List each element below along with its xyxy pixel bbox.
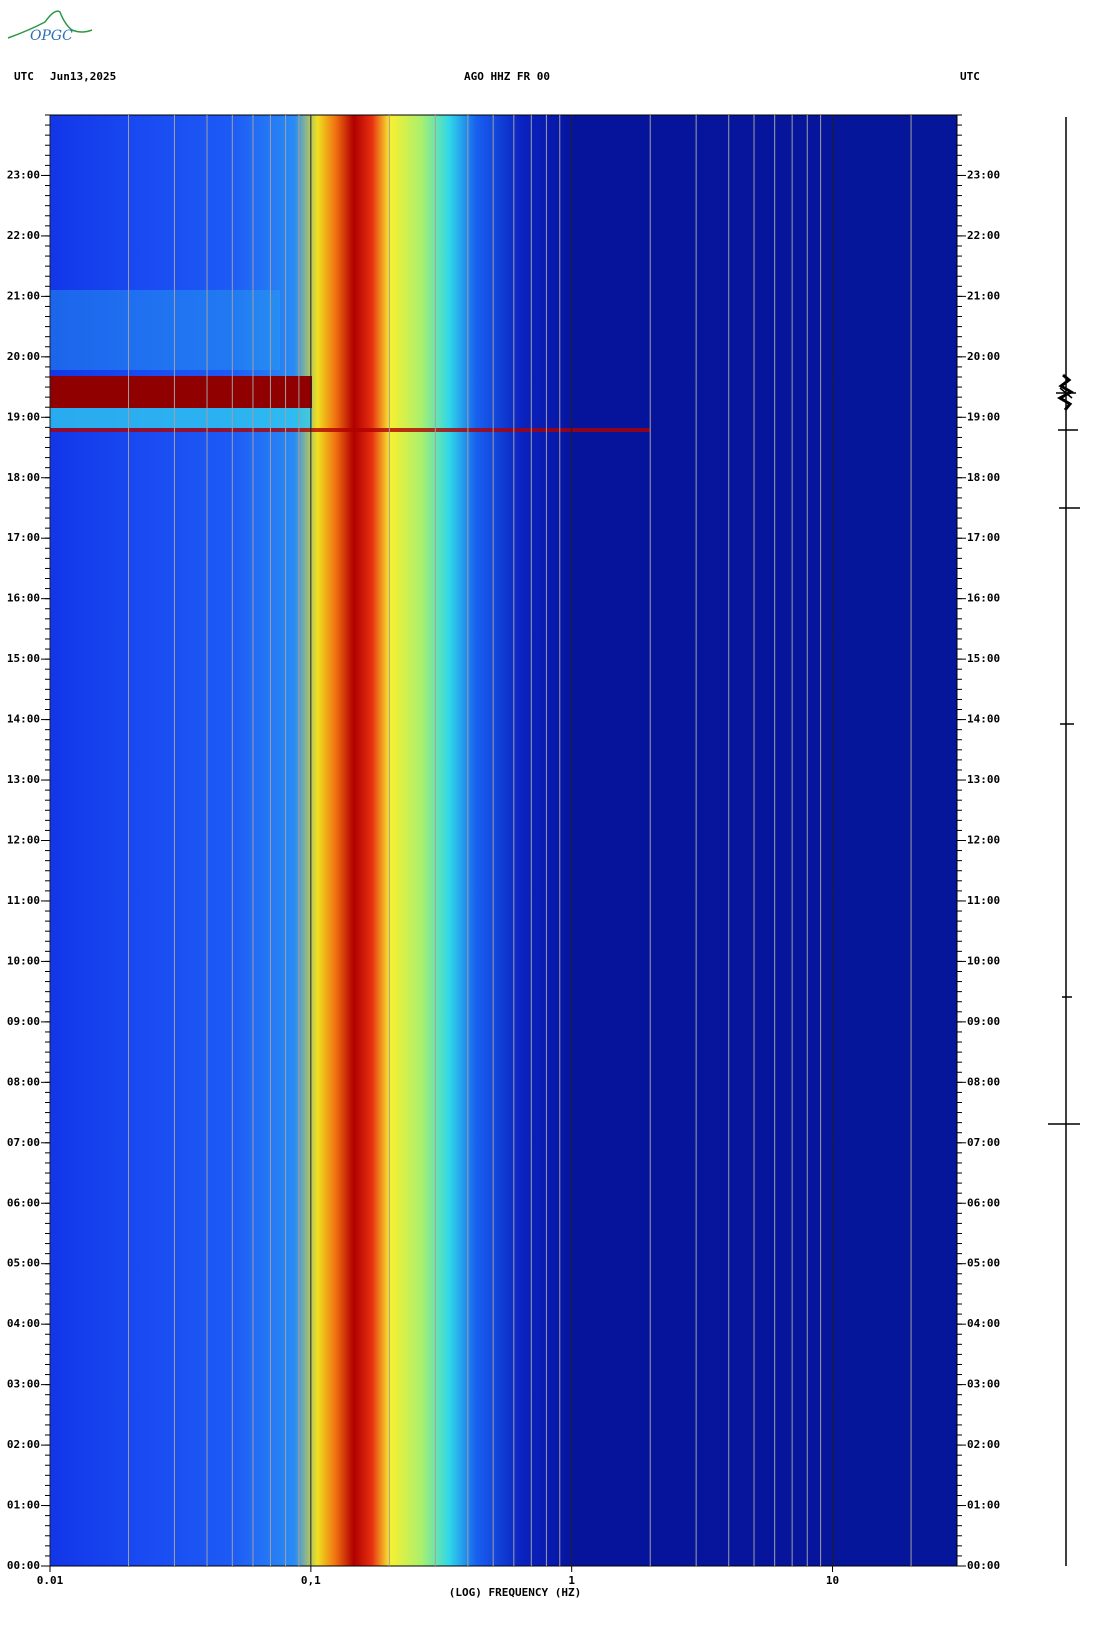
y-tick-label: 17:00 bbox=[967, 531, 1000, 544]
y-tick-label: 06:00 bbox=[7, 1196, 40, 1209]
y-tick-label: 01:00 bbox=[7, 1499, 40, 1512]
y-tick-label: 16:00 bbox=[967, 592, 1000, 605]
y-tick-label: 05:00 bbox=[7, 1257, 40, 1270]
y-tick-label: 18:00 bbox=[967, 471, 1000, 484]
y-tick-label: 01:00 bbox=[967, 1499, 1000, 1512]
y-tick-label: 23:00 bbox=[7, 168, 40, 181]
event-band bbox=[50, 376, 312, 408]
spectrogram-image bbox=[50, 115, 957, 1566]
y-tick-label: 15:00 bbox=[967, 652, 1000, 665]
y-tick-label: 16:00 bbox=[7, 592, 40, 605]
y-tick-label: 10:00 bbox=[7, 954, 40, 967]
seismogram bbox=[1048, 117, 1080, 1566]
y-tick-label: 06:00 bbox=[967, 1196, 1000, 1209]
y-tick-label: 09:00 bbox=[7, 1015, 40, 1028]
x-tick-label: 0,1 bbox=[301, 1574, 321, 1587]
y-tick-label: 19:00 bbox=[967, 410, 1000, 423]
y-tick-label: 07:00 bbox=[967, 1136, 1000, 1149]
seismogram-event bbox=[1056, 373, 1075, 411]
y-tick-label: 18:00 bbox=[7, 471, 40, 484]
y-tick-label: 00:00 bbox=[7, 1559, 40, 1572]
y-tick-label: 02:00 bbox=[7, 1438, 40, 1451]
time-zone-label: UTC bbox=[960, 70, 980, 83]
x-tick-label: 10 bbox=[826, 1574, 839, 1587]
y-tick-label: 14:00 bbox=[7, 713, 40, 726]
y-tick-label: 04:00 bbox=[7, 1317, 40, 1330]
y-tick-label: 19:00 bbox=[7, 410, 40, 423]
y-tick-label: 08:00 bbox=[7, 1075, 40, 1088]
y-tick-label: 11:00 bbox=[967, 894, 1000, 907]
x-tick-label: 1 bbox=[568, 1574, 575, 1587]
event-band bbox=[50, 408, 312, 428]
date: Jun13,2025 bbox=[50, 70, 116, 83]
y-tick-label: 23:00 bbox=[967, 168, 1000, 181]
y-tick-label: 21:00 bbox=[967, 289, 1000, 302]
y-tick-label: 20:00 bbox=[7, 350, 40, 363]
logo: OPGC bbox=[30, 28, 73, 44]
y-tick-label: 02:00 bbox=[967, 1438, 1000, 1451]
y-tick-label: 08:00 bbox=[967, 1075, 1000, 1088]
y-tick-label: 00:00 bbox=[967, 1559, 1000, 1572]
y-tick-label: 03:00 bbox=[967, 1378, 1000, 1391]
y-tick-label: 14:00 bbox=[967, 713, 1000, 726]
chart-title: AGO HHZ FR 00 bbox=[464, 70, 550, 83]
y-tick-label: 15:00 bbox=[7, 652, 40, 665]
y-tick-label: 13:00 bbox=[7, 773, 40, 786]
time-zone-label: UTC bbox=[14, 70, 34, 83]
y-tick-label: 20:00 bbox=[967, 350, 1000, 363]
y-tick-label: 04:00 bbox=[967, 1317, 1000, 1330]
y-tick-label: 21:00 bbox=[7, 289, 40, 302]
y-tick-label: 10:00 bbox=[967, 954, 1000, 967]
y-tick-label: 03:00 bbox=[7, 1378, 40, 1391]
y-tick-label: 11:00 bbox=[7, 894, 40, 907]
y-tick-label: 05:00 bbox=[967, 1257, 1000, 1270]
event-band bbox=[50, 290, 280, 370]
axes: 0.01 0,1 1 10 (LOG) FREQUENCY (HZ) 00:00 00:00… bbox=[7, 114, 1000, 1599]
logo-mark bbox=[7, 10, 93, 39]
x-axis-label: (LOG) FREQUENCY (HZ) bbox=[449, 1586, 581, 1599]
y-tick-label: 12:00 bbox=[967, 834, 1000, 847]
y-tick-label: 09:00 bbox=[967, 1015, 1000, 1028]
x-tick-label: 0.01 bbox=[37, 1574, 64, 1587]
y-tick-label: 13:00 bbox=[967, 773, 1000, 786]
y-tick-label: 22:00 bbox=[967, 229, 1000, 242]
event-line bbox=[50, 428, 650, 432]
y-tick-label: 17:00 bbox=[7, 531, 40, 544]
y-tick-label: 22:00 bbox=[7, 229, 40, 242]
y-tick-label: 07:00 bbox=[7, 1136, 40, 1149]
y-tick-label: 12:00 bbox=[7, 834, 40, 847]
